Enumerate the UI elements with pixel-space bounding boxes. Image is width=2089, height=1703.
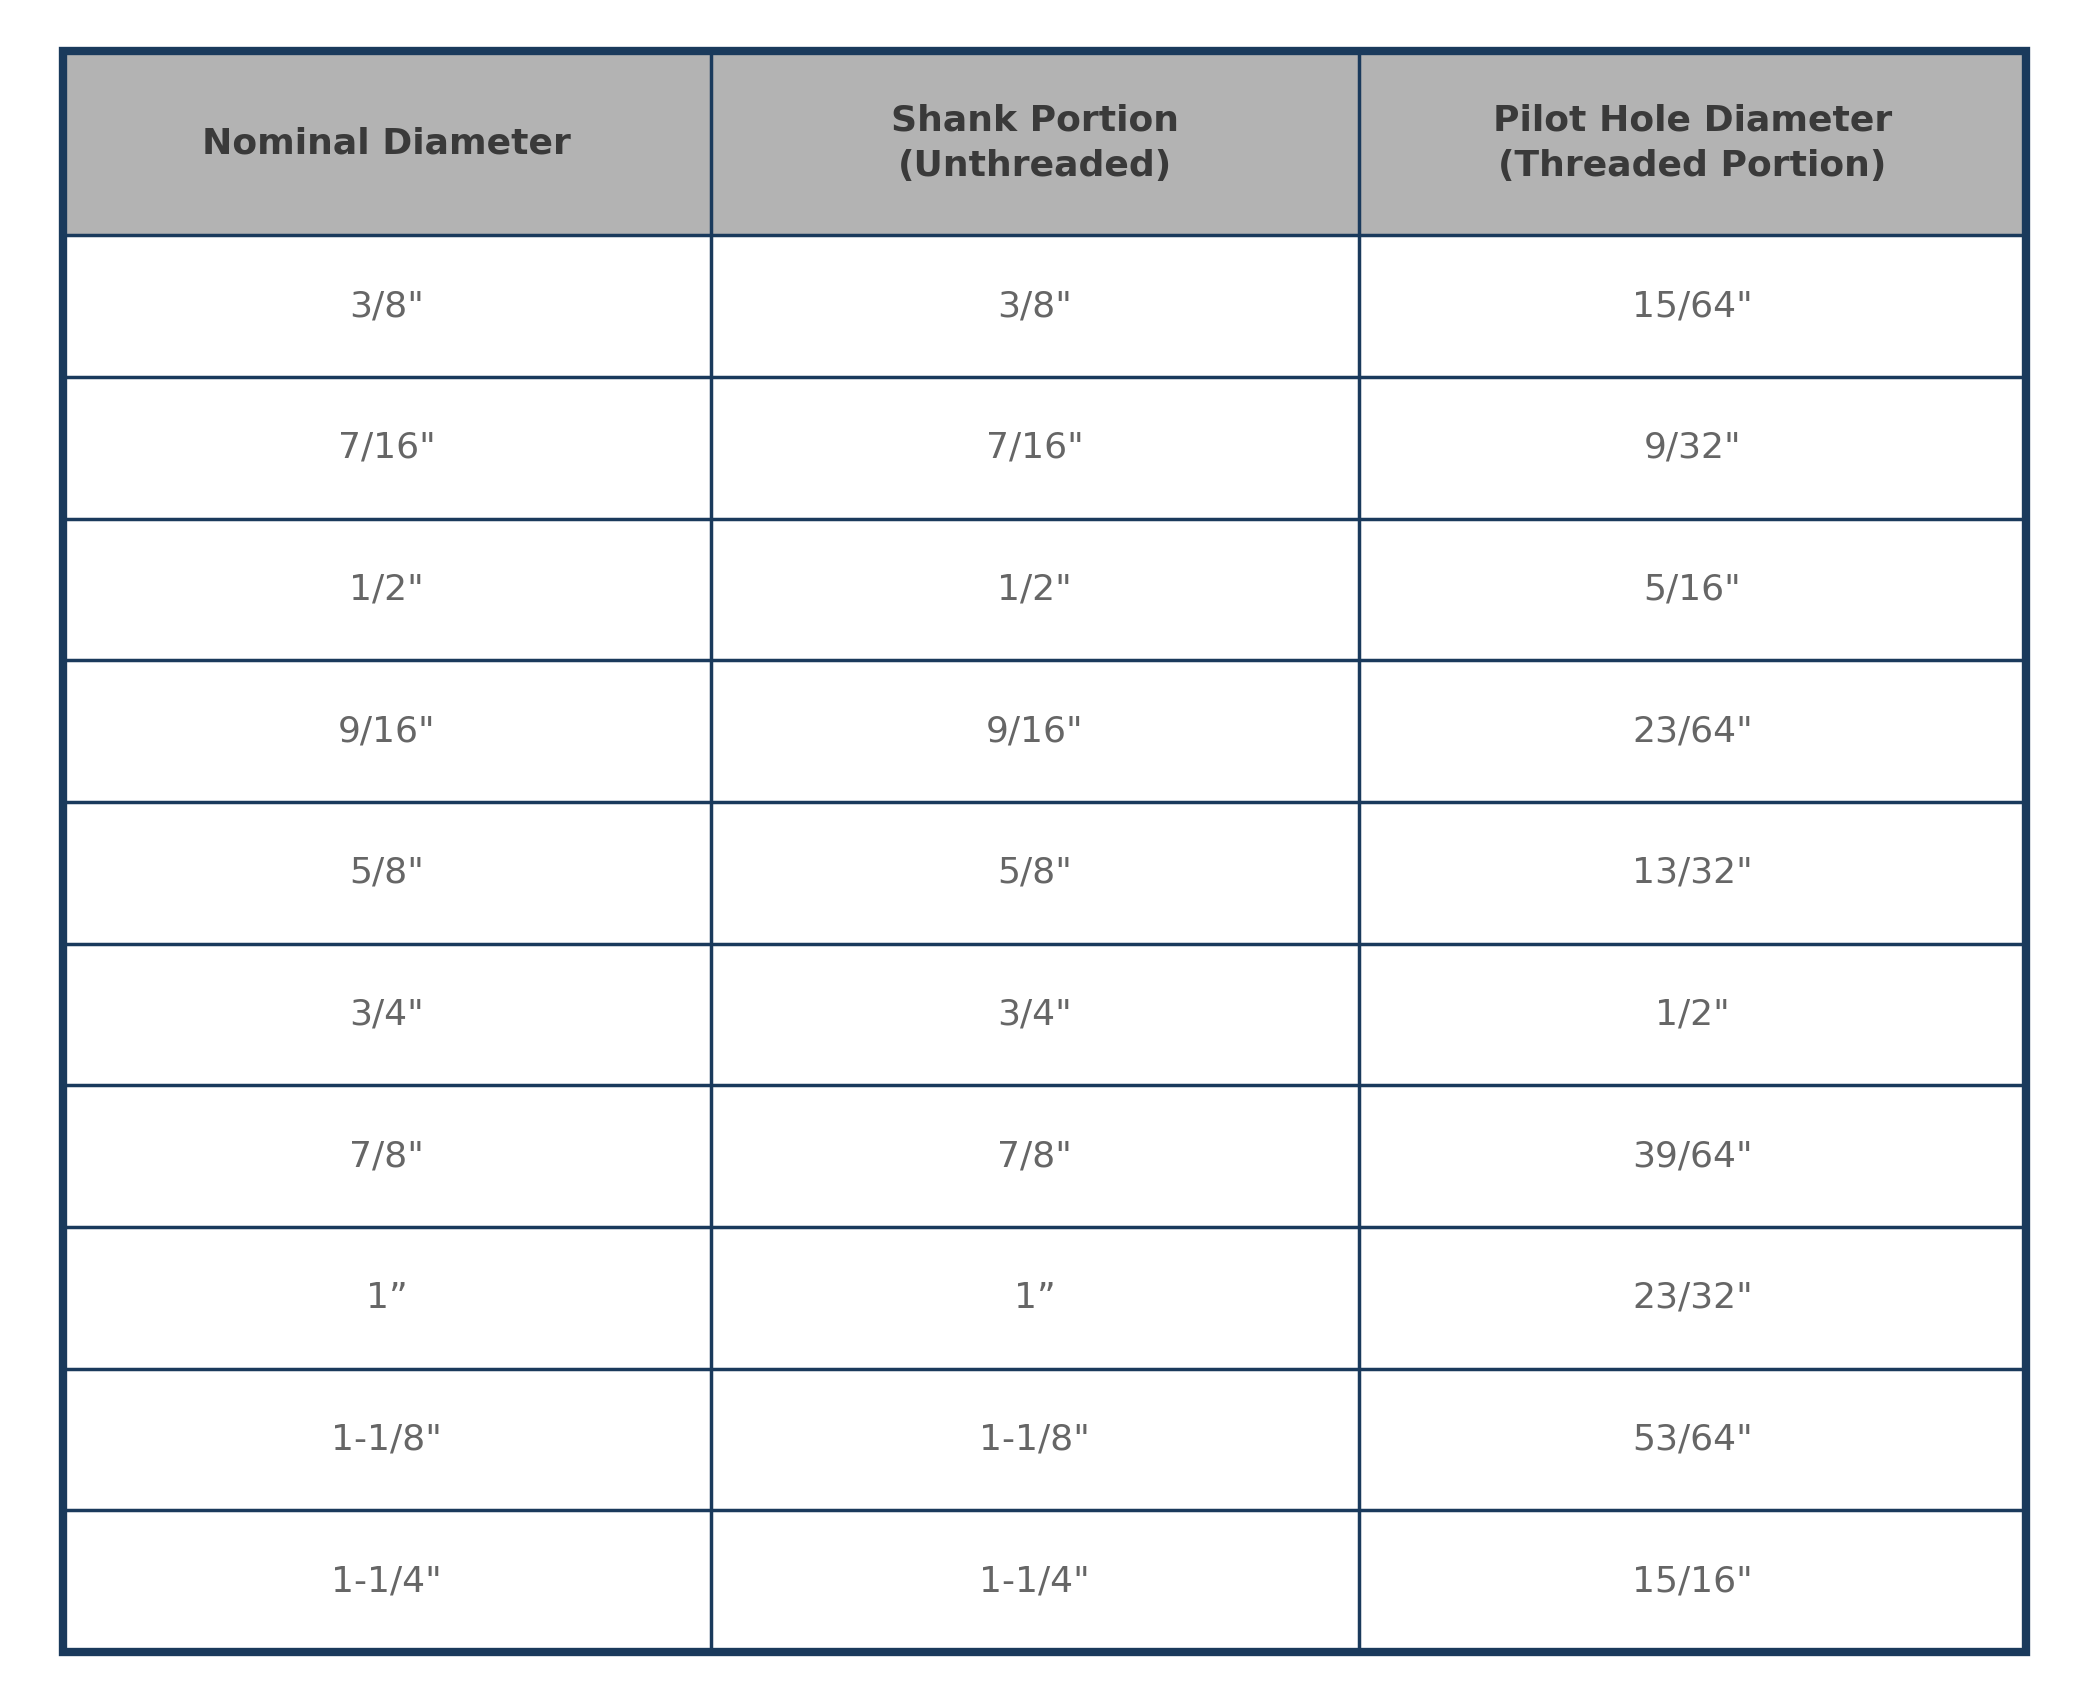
- Bar: [63, 1226, 710, 1369]
- Bar: [63, 376, 710, 518]
- Bar: [1358, 661, 2026, 802]
- Text: 3/8": 3/8": [349, 290, 424, 324]
- Text: 7/16": 7/16": [986, 431, 1084, 465]
- Text: 1/2": 1/2": [1654, 998, 1730, 1032]
- Text: 1”: 1”: [1013, 1281, 1055, 1315]
- Text: 1-1/8": 1-1/8": [332, 1422, 443, 1456]
- Text: 39/64": 39/64": [1632, 1139, 1753, 1173]
- Bar: [1358, 51, 2026, 235]
- Text: 1-1/8": 1-1/8": [980, 1422, 1090, 1456]
- Text: 5/8": 5/8": [349, 855, 424, 889]
- Text: 3/4": 3/4": [996, 998, 1072, 1032]
- Text: 1”: 1”: [366, 1281, 407, 1315]
- Bar: [710, 51, 1358, 235]
- Bar: [710, 802, 1358, 943]
- Bar: [63, 802, 710, 943]
- Bar: [1358, 235, 2026, 376]
- Bar: [1358, 802, 2026, 943]
- Bar: [1358, 1369, 2026, 1511]
- Text: 13/32": 13/32": [1632, 855, 1753, 889]
- Bar: [710, 518, 1358, 661]
- Bar: [63, 1369, 710, 1511]
- Bar: [710, 943, 1358, 1085]
- Text: 53/64": 53/64": [1632, 1422, 1753, 1456]
- Text: 1-1/4": 1-1/4": [980, 1563, 1090, 1597]
- Text: 9/16": 9/16": [338, 714, 435, 748]
- Bar: [1358, 1226, 2026, 1369]
- Bar: [63, 943, 710, 1085]
- Text: 15/64": 15/64": [1632, 290, 1753, 324]
- Bar: [63, 235, 710, 376]
- Text: 23/32": 23/32": [1632, 1281, 1753, 1315]
- Bar: [63, 1511, 710, 1652]
- Bar: [63, 1085, 710, 1226]
- Text: Nominal Diameter: Nominal Diameter: [203, 126, 570, 160]
- Bar: [63, 661, 710, 802]
- Bar: [1358, 943, 2026, 1085]
- Text: Pilot Hole Diameter
(Threaded Portion): Pilot Hole Diameter (Threaded Portion): [1494, 104, 1893, 182]
- Bar: [710, 1511, 1358, 1652]
- Bar: [1358, 376, 2026, 518]
- Text: 7/16": 7/16": [338, 431, 435, 465]
- Text: 9/32": 9/32": [1644, 431, 1742, 465]
- Bar: [710, 235, 1358, 376]
- Text: 23/64": 23/64": [1632, 714, 1753, 748]
- Text: 7/8": 7/8": [349, 1139, 424, 1173]
- Bar: [1358, 518, 2026, 661]
- Bar: [1358, 1511, 2026, 1652]
- Text: 3/8": 3/8": [996, 290, 1072, 324]
- Text: 1/2": 1/2": [996, 572, 1072, 606]
- Text: 3/4": 3/4": [349, 998, 424, 1032]
- Bar: [710, 1226, 1358, 1369]
- Text: 1-1/4": 1-1/4": [332, 1563, 443, 1597]
- Text: 7/8": 7/8": [996, 1139, 1072, 1173]
- Bar: [710, 661, 1358, 802]
- Text: 15/16": 15/16": [1632, 1563, 1753, 1597]
- Text: 5/8": 5/8": [996, 855, 1072, 889]
- Bar: [63, 51, 710, 235]
- Bar: [710, 1085, 1358, 1226]
- Bar: [710, 1369, 1358, 1511]
- Text: Shank Portion
(Unthreaded): Shank Portion (Unthreaded): [890, 104, 1178, 182]
- Text: 9/16": 9/16": [986, 714, 1084, 748]
- Bar: [63, 518, 710, 661]
- Bar: [710, 376, 1358, 518]
- Text: 5/16": 5/16": [1644, 572, 1742, 606]
- Text: 1/2": 1/2": [349, 572, 424, 606]
- Bar: [1358, 1085, 2026, 1226]
